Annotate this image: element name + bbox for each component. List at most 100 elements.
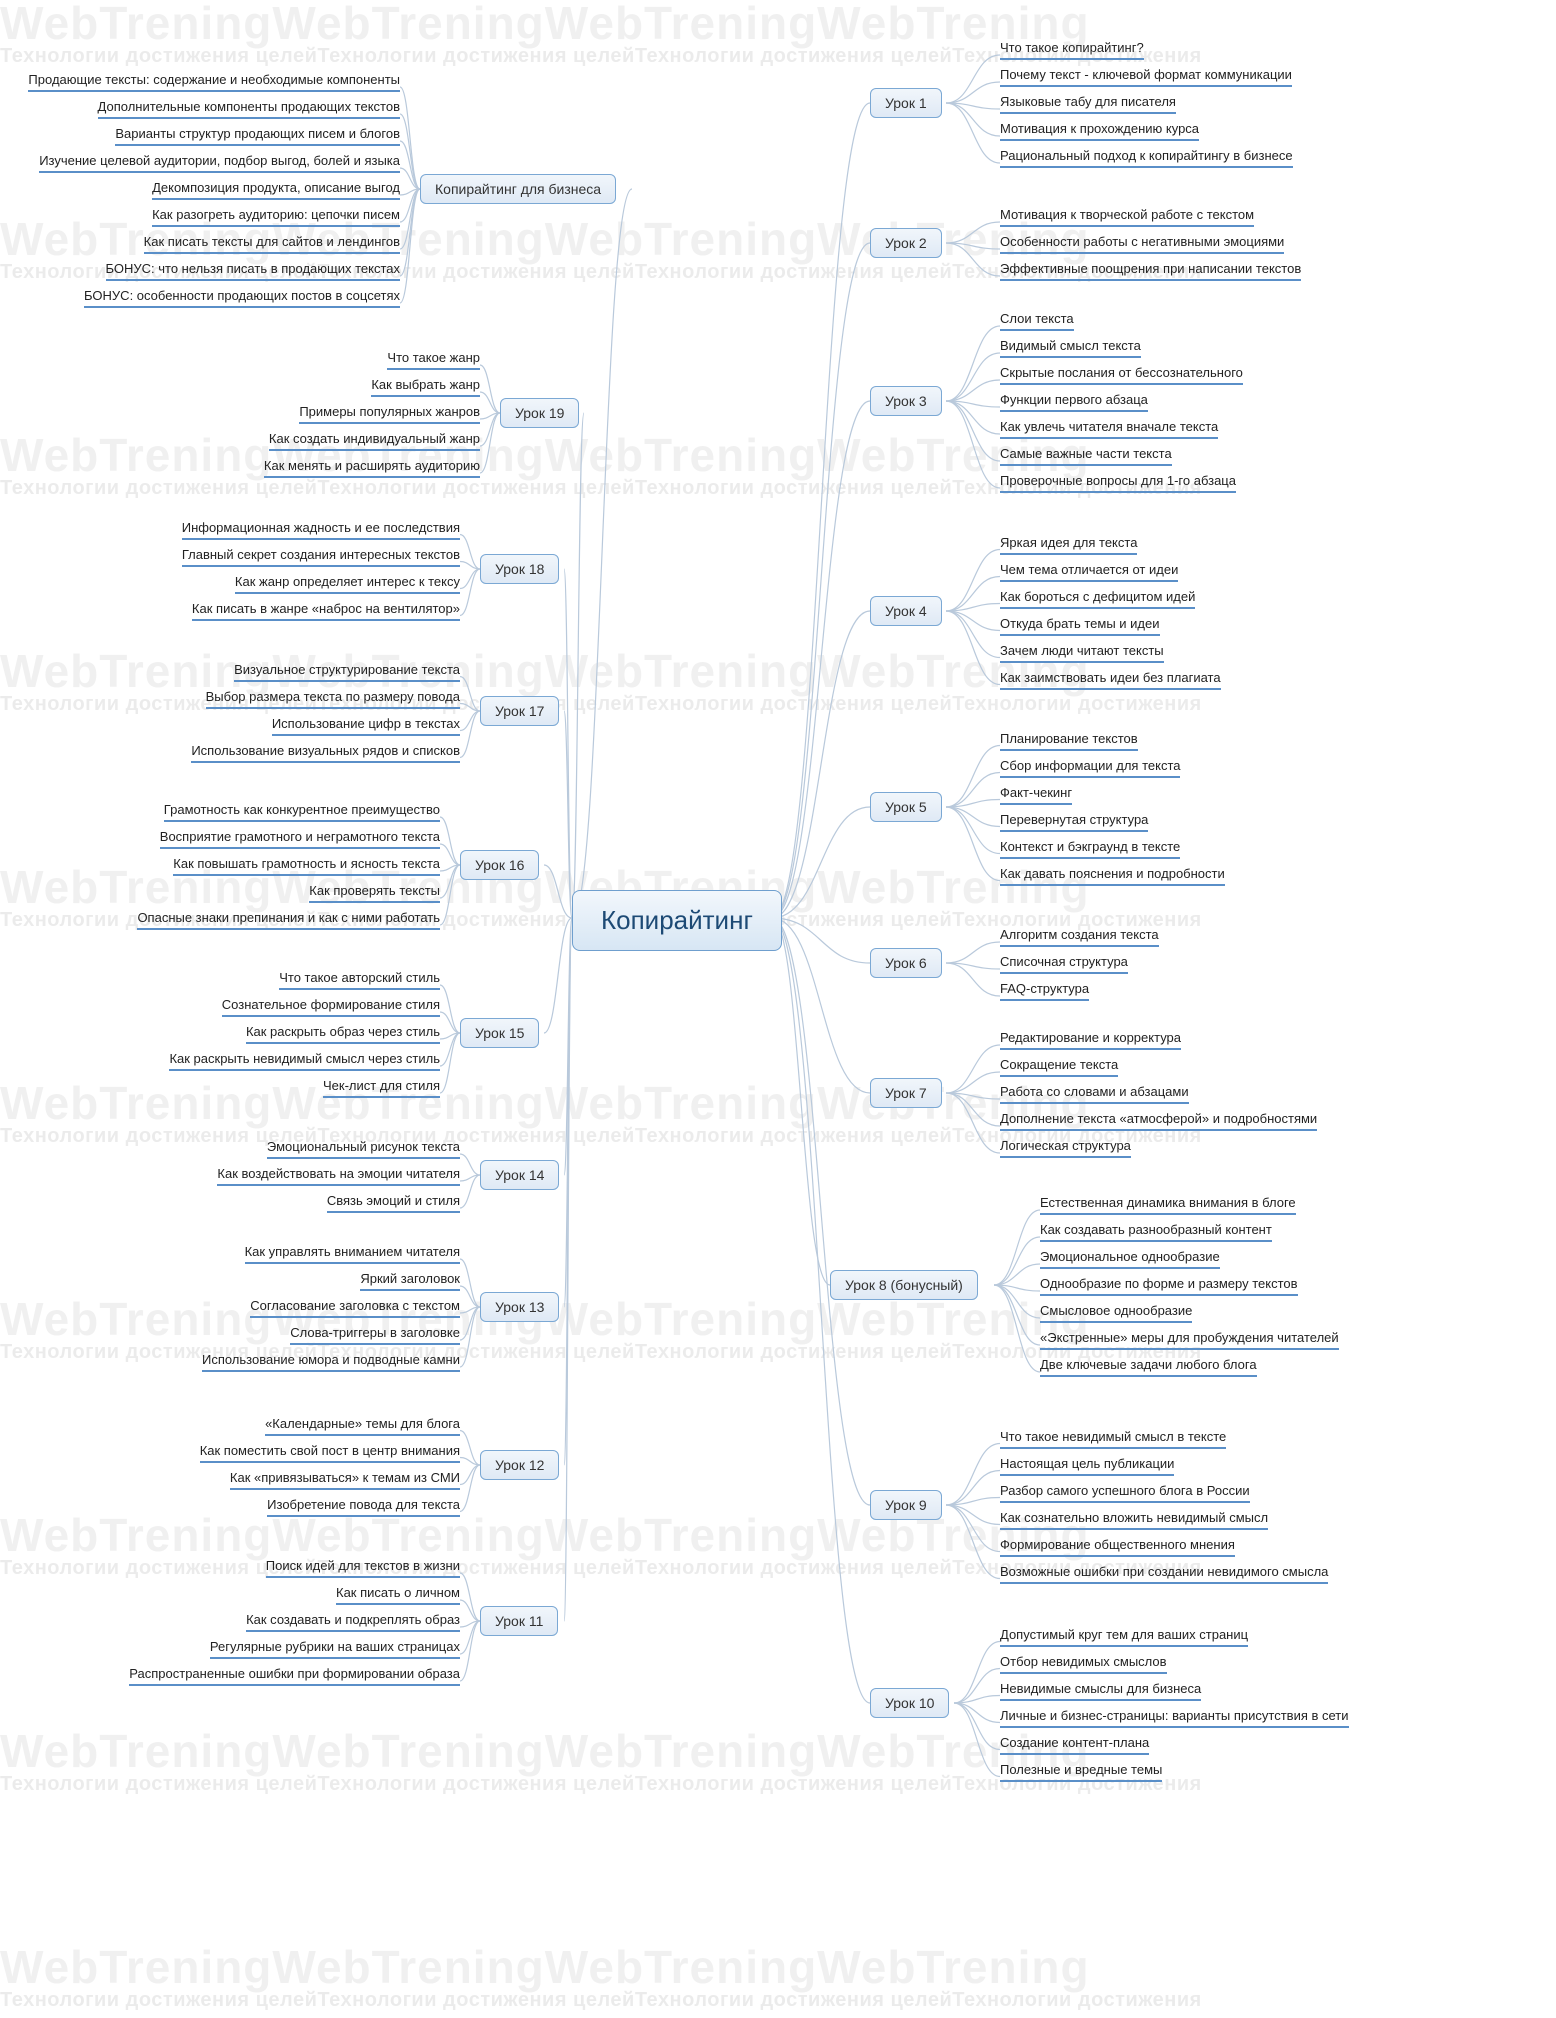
leaf-item: Как раскрыть невидимый смысл через стиль bbox=[169, 1051, 440, 1071]
leaf-item: Варианты структур продающих писем и блог… bbox=[115, 126, 400, 146]
leaf-item: Использование юмора и подводные камни bbox=[202, 1352, 460, 1372]
leaf-item: Перевернутая структура bbox=[1000, 812, 1148, 832]
leaf-item: Как выбрать жанр bbox=[371, 377, 480, 397]
leaf-item: Восприятие грамотного и неграмотного тек… bbox=[160, 829, 440, 849]
branch-node: Урок 16 bbox=[460, 850, 539, 880]
leaf-item: Декомпозиция продукта, описание выгод bbox=[152, 180, 400, 200]
leaf-item: Создание контент-плана bbox=[1000, 1735, 1149, 1755]
leaf-item: Как воздействовать на эмоции читателя bbox=[217, 1166, 460, 1186]
leaf-item: Как сознательно вложить невидимый смысл bbox=[1000, 1510, 1268, 1530]
leaf-item: Продающие тексты: содержание и необходим… bbox=[28, 72, 400, 92]
leaf-item: Чем тема отличается от идеи bbox=[1000, 562, 1178, 582]
leaf-item: Смысловое однообразие bbox=[1040, 1303, 1192, 1323]
branch-node: Урок 11 bbox=[480, 1606, 558, 1636]
leaf-item: Как управлять вниманием читателя bbox=[245, 1244, 460, 1264]
leaf-item: Выбор размера текста по размеру повода bbox=[206, 689, 460, 709]
branch-node: Урок 2 bbox=[870, 228, 942, 258]
leaf-item: Поиск идей для текстов в жизни bbox=[266, 1558, 460, 1578]
leaf-item: Примеры популярных жанров bbox=[299, 404, 480, 424]
leaf-item: Как поместить свой пост в центр внимания bbox=[200, 1443, 460, 1463]
leaf-item: Эмоциональное однообразие bbox=[1040, 1249, 1220, 1269]
leaf-item: Личные и бизнес-страницы: варианты прису… bbox=[1000, 1708, 1349, 1728]
leaf-item: Факт-чекинг bbox=[1000, 785, 1072, 805]
branch-node: Урок 5 bbox=[870, 792, 942, 822]
leaf-item: Как разогреть аудиторию: цепочки писем bbox=[152, 207, 400, 227]
branch-node: Урок 17 bbox=[480, 696, 559, 726]
leaf-item: Регулярные рубрики на ваших страницах bbox=[210, 1639, 460, 1659]
leaf-item: БОНУС: что нельзя писать в продающих тек… bbox=[106, 261, 401, 281]
leaf-item: Особенности работы с негативными эмоциям… bbox=[1000, 234, 1284, 254]
branch-node: Урок 13 bbox=[480, 1292, 559, 1322]
leaf-item: Связь эмоций и стиля bbox=[327, 1193, 460, 1213]
leaf-item: Скрытые послания от бессознательного bbox=[1000, 365, 1243, 385]
leaf-item: Как бороться с дефицитом идей bbox=[1000, 589, 1195, 609]
branch-node: Урок 4 bbox=[870, 596, 942, 626]
leaf-item: Настоящая цель публикации bbox=[1000, 1456, 1174, 1476]
branch-node: Урок 18 bbox=[480, 554, 559, 584]
branch-node: Урок 15 bbox=[460, 1018, 539, 1048]
leaf-item: Языковые табу для писателя bbox=[1000, 94, 1176, 114]
leaf-item: Полезные и вредные темы bbox=[1000, 1762, 1162, 1782]
leaf-item: Как менять и расширять аудиторию bbox=[264, 458, 480, 478]
leaf-item: Две ключевые задачи любого блога bbox=[1040, 1357, 1257, 1377]
branch-node: Урок 3 bbox=[870, 386, 942, 416]
leaf-item: Рациональный подход к копирайтингу в биз… bbox=[1000, 148, 1293, 168]
leaf-item: FAQ-структура bbox=[1000, 981, 1089, 1001]
leaf-item: Разбор самого успешного блога в России bbox=[1000, 1483, 1250, 1503]
leaf-item: Что такое копирайтинг? bbox=[1000, 40, 1144, 60]
leaf-item: Невидимые смыслы для бизнеса bbox=[1000, 1681, 1201, 1701]
leaf-item: Изобретение повода для текста bbox=[267, 1497, 460, 1517]
leaf-item: Информационная жадность и ее последствия bbox=[182, 520, 460, 540]
leaf-item: Что такое невидимый смысл в тексте bbox=[1000, 1429, 1226, 1449]
branch-node: Урок 7 bbox=[870, 1078, 942, 1108]
leaf-item: Планирование текстов bbox=[1000, 731, 1138, 751]
leaf-item: Дополнение текста «атмосферой» и подробн… bbox=[1000, 1111, 1317, 1131]
leaf-item: Слои текста bbox=[1000, 311, 1074, 331]
leaf-item: Отбор невидимых смыслов bbox=[1000, 1654, 1167, 1674]
leaf-item: Допустимый круг тем для ваших страниц bbox=[1000, 1627, 1248, 1647]
leaf-item: Дополнительные компоненты продающих текс… bbox=[98, 99, 400, 119]
leaf-item: Почему текст - ключевой формат коммуника… bbox=[1000, 67, 1292, 87]
root-node: Копирайтинг bbox=[572, 890, 782, 951]
leaf-item: Редактирование и корректура bbox=[1000, 1030, 1181, 1050]
leaf-item: Сбор информации для текста bbox=[1000, 758, 1180, 778]
leaf-item: Как проверять тексты bbox=[309, 883, 440, 903]
leaf-item: Как «привязываться» к темам из СМИ bbox=[230, 1470, 460, 1490]
leaf-item: Как заимствовать идеи без плагиата bbox=[1000, 670, 1221, 690]
leaf-item: Эффективные поощрения при написании текс… bbox=[1000, 261, 1301, 281]
leaf-item: Контекст и бэкграунд в тексте bbox=[1000, 839, 1180, 859]
leaf-item: Использование визуальных рядов и списков bbox=[191, 743, 460, 763]
leaf-item: Визуальное структурирование текста bbox=[234, 662, 460, 682]
leaf-item: Формирование общественного мнения bbox=[1000, 1537, 1235, 1557]
leaf-item: Грамотность как конкурентное преимуществ… bbox=[164, 802, 440, 822]
branch-node: Урок 12 bbox=[480, 1450, 559, 1480]
leaf-item: Что такое авторский стиль bbox=[279, 970, 440, 990]
branch-node: Урок 10 bbox=[870, 1688, 949, 1718]
leaf-item: Самые важные части текста bbox=[1000, 446, 1172, 466]
leaf-item: Эмоциональный рисунок текста bbox=[267, 1139, 460, 1159]
leaf-item: Как жанр определяет интерес к тексу bbox=[235, 574, 460, 594]
leaf-item: Согласование заголовка с текстом bbox=[250, 1298, 460, 1318]
leaf-item: Слова-триггеры в заголовке bbox=[290, 1325, 460, 1345]
leaf-item: Как повышать грамотность и ясность текст… bbox=[173, 856, 440, 876]
leaf-item: Яркий заголовок bbox=[360, 1271, 460, 1291]
leaf-item: Работа со словами и абзацами bbox=[1000, 1084, 1189, 1104]
leaf-item: Главный секрет создания интересных текст… bbox=[182, 547, 460, 567]
branch-node: Копирайтинг для бизнеса bbox=[420, 174, 616, 204]
leaf-item: Как создавать и подкреплять образ bbox=[246, 1612, 460, 1632]
leaf-item: Зачем люди читают тексты bbox=[1000, 643, 1164, 663]
leaf-item: Распространенные ошибки при формировании… bbox=[129, 1666, 460, 1686]
branch-node: Урок 19 bbox=[500, 398, 579, 428]
leaf-item: Возможные ошибки при создании невидимого… bbox=[1000, 1564, 1328, 1584]
leaf-item: Алгоритм создания текста bbox=[1000, 927, 1159, 947]
leaf-item: Как давать пояснения и подробности bbox=[1000, 866, 1225, 886]
leaf-item: Функции первого абзаца bbox=[1000, 392, 1148, 412]
leaf-item: Откуда брать темы и идеи bbox=[1000, 616, 1160, 636]
nodes-layer: КопирайтингУрок 1Что такое копирайтинг?П… bbox=[0, 0, 1556, 2018]
leaf-item: Мотивация к прохождению курса bbox=[1000, 121, 1199, 141]
leaf-item: Однообразие по форме и размеру текстов bbox=[1040, 1276, 1298, 1296]
branch-node: Урок 8 (бонусный) bbox=[830, 1270, 978, 1300]
leaf-item: Изучение целевой аудитории, подбор выгод… bbox=[39, 153, 400, 173]
leaf-item: Яркая идея для текста bbox=[1000, 535, 1137, 555]
leaf-item: Использование цифр в текстах bbox=[272, 716, 460, 736]
